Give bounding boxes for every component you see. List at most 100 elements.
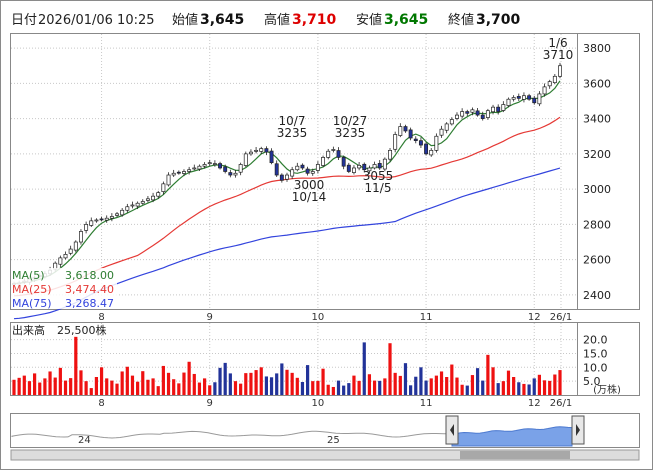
price-tick-label: 3200	[583, 148, 611, 161]
navigator-history-line	[11, 430, 453, 439]
candle-body	[84, 224, 89, 231]
volume-bar	[208, 385, 212, 395]
navigator-right-handle[interactable]	[571, 415, 585, 445]
candle-body	[511, 97, 516, 100]
volume-bar	[125, 366, 129, 395]
candle-body	[285, 174, 289, 180]
candle-body	[269, 150, 274, 164]
candle-body	[58, 257, 63, 265]
candle-body	[501, 104, 506, 111]
volume-bar	[383, 378, 387, 395]
navigator-selected-range[interactable]	[451, 426, 573, 447]
month-label: 8	[98, 312, 104, 323]
volume-bar	[48, 371, 52, 395]
candle-body	[202, 164, 207, 167]
volume-bar	[161, 365, 165, 395]
price-tick-label: 3000	[583, 183, 611, 196]
chevron-right-icon	[576, 424, 580, 436]
candle-body	[295, 165, 300, 171]
candle-body	[336, 150, 341, 158]
volume-bar	[316, 380, 320, 395]
chevron-left-icon	[450, 424, 454, 436]
volume-bar	[99, 367, 104, 395]
price-tick-label: 3600	[583, 77, 611, 90]
volume-bar	[233, 381, 238, 395]
volume-bar	[58, 367, 62, 395]
volume-bar	[357, 380, 361, 395]
candle-body	[552, 75, 557, 84]
candle-body	[207, 162, 212, 165]
candle-body	[238, 164, 243, 173]
open-label: 始値	[172, 12, 198, 28]
annotation-line1: 10/27	[333, 114, 368, 128]
volume-bar	[89, 388, 93, 395]
volume-bar	[388, 343, 392, 395]
volume-bar	[336, 380, 341, 395]
candle-body	[99, 218, 104, 221]
candle-body	[290, 169, 295, 177]
volume-bar	[120, 371, 124, 395]
low-value: 3,645	[384, 12, 428, 28]
volume-label: 出来高	[12, 323, 45, 337]
volume-bar	[130, 375, 135, 395]
volume-tick-label: 15.0	[583, 347, 608, 360]
candle-body	[506, 98, 511, 106]
volume-bar	[192, 373, 196, 395]
candle-body	[496, 106, 501, 112]
candle-body	[424, 143, 429, 155]
volume-tick-label: 5.0	[583, 375, 601, 388]
volume-bar	[439, 371, 444, 395]
volume-bar-series	[12, 336, 562, 395]
volume-bar	[372, 380, 377, 395]
candle-body	[527, 95, 532, 100]
candle-body	[68, 248, 73, 254]
volume-bar	[548, 380, 552, 395]
candle-body	[274, 163, 279, 176]
candle-body	[187, 169, 192, 172]
volume-bar	[27, 381, 32, 395]
volume-bar	[136, 381, 140, 395]
candle-body	[449, 119, 454, 125]
candle-body	[161, 183, 166, 192]
volume-bar	[115, 383, 119, 395]
volume-bar	[409, 385, 413, 395]
volume-bar	[202, 378, 207, 395]
candle-body	[300, 164, 305, 169]
volume-bar	[445, 377, 449, 395]
candle-body	[388, 149, 392, 160]
price-tick-label: 2800	[583, 218, 611, 231]
candle-body	[382, 158, 387, 170]
volume-axis-ticks: 20.015.010.05.0	[583, 334, 608, 389]
volume-bar	[403, 363, 408, 395]
candle-body	[223, 166, 228, 172]
volume-bar	[486, 354, 490, 395]
candle-body	[439, 128, 444, 136]
volume-bar	[460, 384, 464, 395]
candle-body	[197, 165, 202, 170]
navigator-year-label-25: 25	[327, 435, 340, 446]
navigator-scrollbar-track[interactable]	[10, 449, 640, 461]
volume-bar	[414, 376, 418, 395]
volume-bar	[362, 342, 366, 395]
candle-body	[398, 126, 403, 136]
volume-month-label: 9	[207, 398, 213, 409]
volume-bar	[187, 361, 191, 395]
month-divider-lines	[101, 34, 562, 309]
annotation-line2: 11/5	[365, 181, 392, 195]
candlestick-series	[12, 62, 562, 287]
volume-bar	[146, 379, 150, 395]
candle-body	[243, 153, 248, 166]
navigator-scrollbar-thumb[interactable]	[460, 451, 570, 459]
volume-bar	[326, 384, 330, 395]
candle-body	[341, 157, 346, 167]
volume-month-label: 26/1	[550, 398, 572, 409]
candle-body	[315, 164, 320, 171]
candle-body	[192, 167, 197, 170]
candle-body	[408, 129, 413, 139]
navigator-year-label-24: 24	[78, 435, 91, 446]
legend-ma25-label: MA(25)	[12, 283, 52, 296]
navigator-left-handle[interactable]	[445, 415, 459, 445]
volume-bar	[249, 372, 253, 395]
candle-body	[254, 149, 259, 152]
